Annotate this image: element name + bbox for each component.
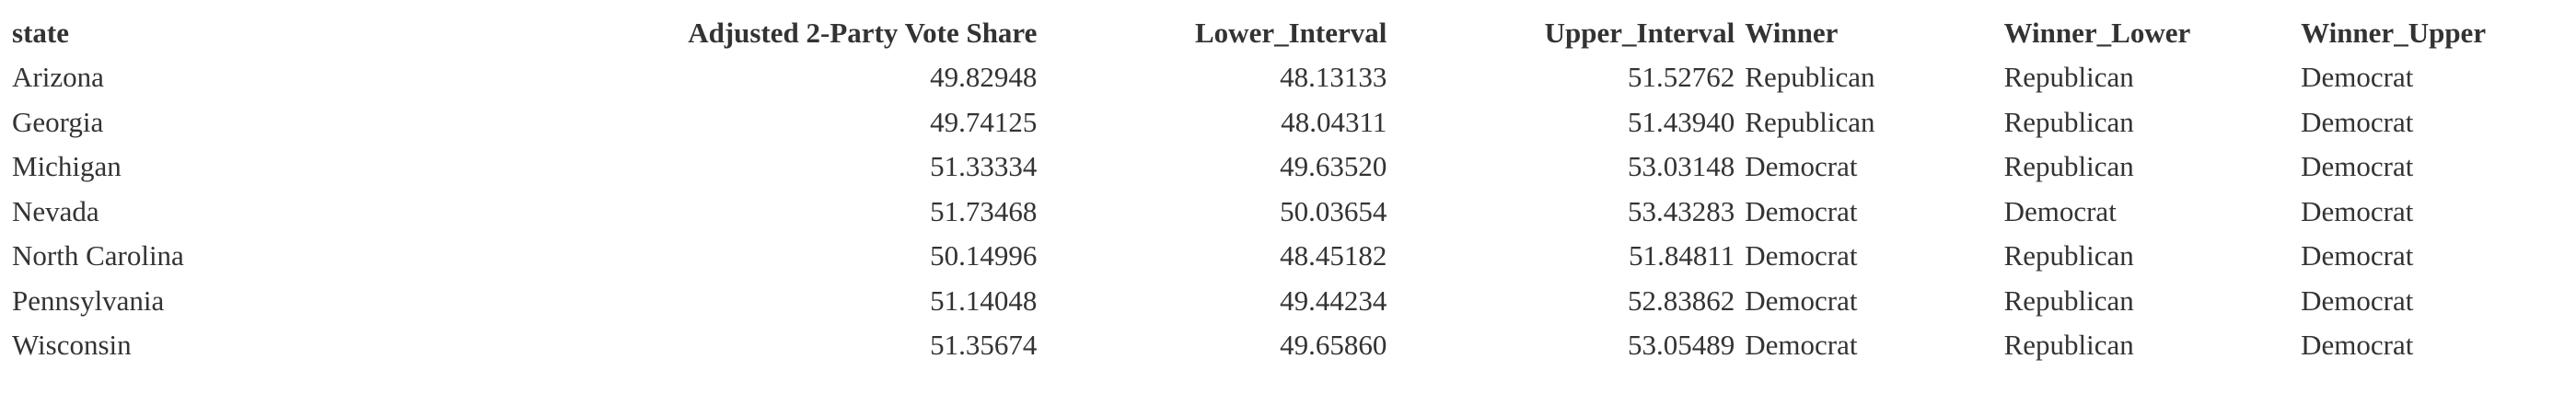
table-row: Wisconsin 51.35674 49.65860 53.05489 Democra… [12, 323, 2576, 368]
table-row: Georgia 49.74125 48.04311 51.43940 Republica… [12, 100, 2576, 145]
header-winner-lower: Winner_Lower [2003, 17, 2191, 49]
cell-winner: Republican [1745, 105, 1875, 138]
cell-winner-upper: Democrat [2301, 284, 2414, 317]
table-body: Arizona 49.82948 48.13133 51.52762 Republica… [12, 55, 2576, 368]
cell-winner: Republican [1745, 61, 1875, 94]
cell-upper-interval: 52.83862 [1628, 284, 1735, 317]
header-upper-interval: Upper_Interval [1544, 17, 1735, 49]
cell-vote-share: 51.14048 [930, 284, 1038, 317]
table-row: Arizona 49.82948 48.13133 51.52762 Republica… [12, 55, 2576, 100]
cell-winner-upper: Democrat [2301, 329, 2414, 362]
cell-upper-interval: 51.52762 [1628, 61, 1735, 94]
cell-winner-upper: Democrat [2301, 105, 2414, 138]
cell-lower-interval: 49.63520 [1280, 150, 1387, 183]
header-lower-interval: Lower_Interval [1195, 17, 1387, 49]
cell-vote-share: 49.74125 [930, 105, 1038, 138]
table-row: Pennsylvania 51.14048 49.44234 52.83862 Demo… [12, 279, 2576, 324]
cell-upper-interval: 51.43940 [1628, 105, 1735, 138]
cell-upper-interval: 51.84811 [1629, 239, 1735, 272]
cell-winner: Democrat [1745, 329, 1858, 362]
cell-winner: Democrat [1745, 284, 1858, 317]
cell-vote-share: 51.35674 [930, 329, 1038, 362]
cell-winner-lower: Republican [2003, 61, 2134, 94]
cell-lower-interval: 50.03654 [1280, 194, 1387, 227]
header-state: state [12, 17, 69, 49]
cell-winner-lower: Republican [2003, 239, 2134, 272]
cell-lower-interval: 48.13133 [1280, 61, 1387, 94]
cell-lower-interval: 49.44234 [1280, 284, 1387, 317]
cell-winner-upper: Democrat [2301, 150, 2414, 183]
cell-winner-upper: Democrat [2301, 61, 2414, 94]
cell-state: Wisconsin [12, 329, 132, 362]
cell-upper-interval: 53.03148 [1628, 150, 1735, 183]
cell-winner-lower: Republican [2003, 284, 2134, 317]
cell-lower-interval: 48.45182 [1280, 239, 1387, 272]
table-header: state Adjusted 2-Party Vote Share Lower_… [12, 11, 2576, 55]
results-table: state Adjusted 2-Party Vote Share Lower_… [12, 11, 2576, 368]
cell-winner-lower: Republican [2003, 329, 2134, 362]
cell-winner-upper: Democrat [2301, 239, 2414, 272]
header-row: state Adjusted 2-Party Vote Share Lower_… [12, 11, 2576, 55]
cell-state: Nevada [12, 194, 99, 227]
cell-lower-interval: 49.65860 [1280, 329, 1387, 362]
cell-upper-interval: 53.05489 [1628, 329, 1735, 362]
cell-winner: Democrat [1745, 194, 1858, 227]
cell-state: Georgia [12, 105, 104, 138]
cell-state: Arizona [12, 61, 104, 94]
cell-lower-interval: 48.04311 [1281, 105, 1387, 138]
table-row: North Carolina 50.14996 48.45182 51.84811 De… [12, 234, 2576, 279]
header-winner-upper: Winner_Upper [2301, 17, 2487, 49]
header-vote-share: Adjusted 2-Party Vote Share [688, 17, 1038, 49]
cell-winner: Democrat [1745, 239, 1858, 272]
cell-vote-share: 51.33334 [930, 150, 1038, 183]
cell-upper-interval: 53.43283 [1628, 194, 1735, 227]
cell-state: Michigan [12, 150, 122, 183]
cell-state: Pennsylvania [12, 284, 165, 317]
cell-winner-lower: Democrat [2003, 194, 2117, 227]
cell-winner-lower: Republican [2003, 150, 2134, 183]
header-winner: Winner [1745, 17, 1839, 49]
cell-winner-upper: Democrat [2301, 194, 2414, 227]
table-row: Nevada 51.73468 50.03654 53.43283 Democrat De… [12, 190, 2576, 235]
table-row: Michigan 51.33334 49.63520 53.03148 Democrat… [12, 145, 2576, 190]
cell-vote-share: 50.14996 [930, 239, 1038, 272]
cell-vote-share: 49.82948 [930, 61, 1038, 94]
cell-winner-lower: Republican [2003, 105, 2134, 138]
cell-state: North Carolina [12, 239, 184, 272]
cell-vote-share: 51.73468 [930, 194, 1038, 227]
cell-winner: Democrat [1745, 150, 1858, 183]
